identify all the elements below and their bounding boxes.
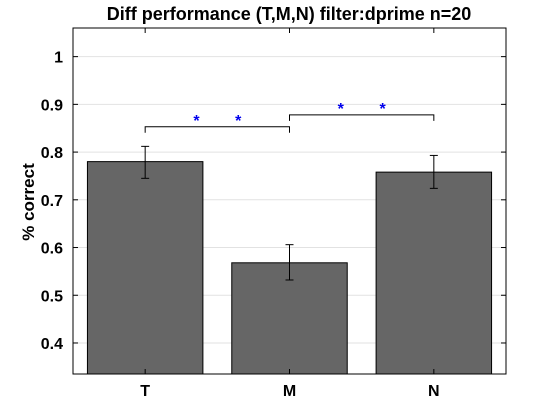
error-bars [141,145,438,281]
significance-label: * * [338,101,387,118]
y-tick-label: 0.7 [41,193,63,210]
tick-labels: 0.4 0.5 0.6 0.7 0.8 0.9 1 T M N [41,50,440,400]
axes [72,27,507,375]
significance-label: * * [193,113,242,130]
y-tick-label: 0.8 [41,145,63,162]
significance-bracket [144,126,290,133]
bars [86,161,493,375]
bar-N [375,171,493,375]
x-tick-label: M [283,383,296,400]
x-tick-label: T [140,383,150,400]
y-tick-label: 0.6 [41,241,63,258]
y-tick-label: 0.4 [41,336,63,353]
bar-T [86,161,204,375]
significance-bracket [289,114,435,121]
y-tick-label: 0.5 [41,288,63,305]
bar-M [231,262,348,375]
y-axis-label: % correct [19,163,38,241]
x-tick-label: N [428,383,440,400]
chart-title: Diff performance (T,M,N) filter:dprime n… [107,4,472,24]
y-tick-label: 0.9 [41,97,63,114]
significance-markers: * * * * [144,101,435,133]
y-tick-label: 1 [54,50,63,67]
